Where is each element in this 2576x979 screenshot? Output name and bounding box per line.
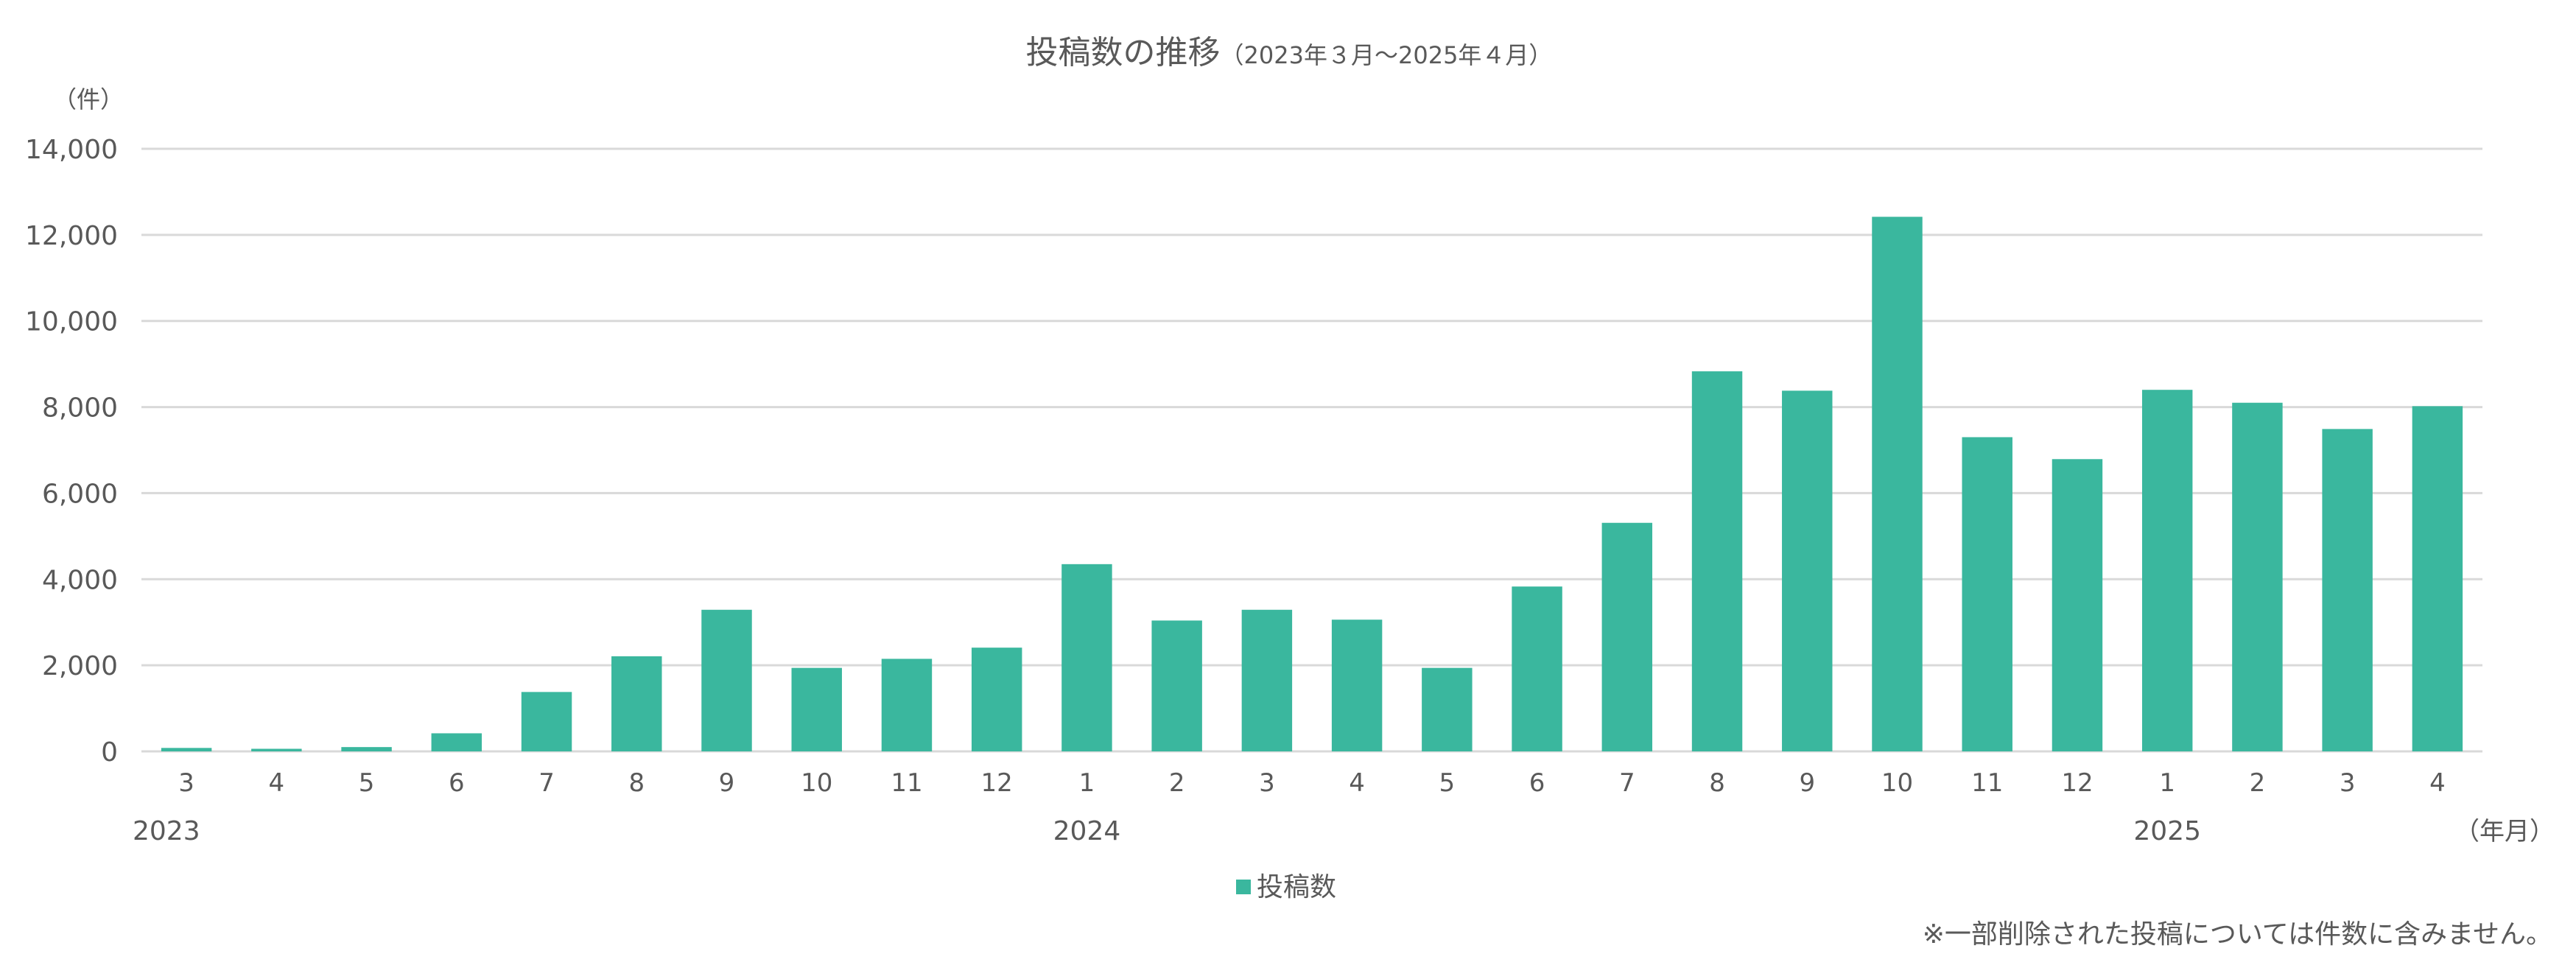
x-tick-label: 4 xyxy=(2429,768,2446,798)
x-tick-label: 6 xyxy=(449,768,465,798)
x-tick-label: 7 xyxy=(1619,768,1635,798)
bar xyxy=(1782,390,1833,751)
x-tick-label: 7 xyxy=(538,768,555,798)
bar xyxy=(431,733,482,751)
bar xyxy=(1512,586,1562,751)
x-tick-label: 3 xyxy=(2340,768,2356,798)
bar xyxy=(1241,609,1293,751)
legend-swatch xyxy=(1236,880,1251,894)
bar xyxy=(341,747,392,751)
x-axis-ticks: 3 4 5 6 7 8 9 10 11 12 1 2 3 4 5 6 7 8 9 10 11 12 1 2 3 4 xyxy=(178,768,2445,798)
bar xyxy=(161,748,212,751)
x-tick-label: 8 xyxy=(628,768,645,798)
bar xyxy=(1422,667,1473,751)
legend-label: 投稿数 xyxy=(1257,872,1336,902)
x-tick-label: 1 xyxy=(1079,768,1095,798)
x-tick-label: 11 xyxy=(1971,768,2003,798)
bar xyxy=(971,648,1022,751)
x-tick-label: 4 xyxy=(269,768,285,798)
bar xyxy=(2412,406,2463,751)
chart-subtitle: （2023年３月～2025年４月） xyxy=(1221,41,1553,69)
y-tick-label: 12,000 xyxy=(25,221,118,251)
bar xyxy=(1872,217,1923,751)
bar xyxy=(1151,620,1202,751)
bar xyxy=(611,656,662,751)
x-tick-label: 12 xyxy=(981,768,1013,798)
year-label: 2024 xyxy=(1053,816,1121,846)
bar xyxy=(2322,429,2373,751)
bar xyxy=(1601,522,1653,751)
bar xyxy=(1962,437,2012,751)
bar xyxy=(701,609,752,751)
bar xyxy=(2052,459,2103,751)
chart-title: 投稿数の推移（2023年３月～2025年４月） xyxy=(1026,34,1553,71)
bar xyxy=(881,659,933,751)
legend: 投稿数 xyxy=(1236,872,1336,902)
y-axis-unit-label: （件） xyxy=(53,85,124,113)
footnote: ※一部削除された投稿については件数に含みません。 xyxy=(1923,919,2552,950)
chart-title-main: 投稿数の推移 xyxy=(1026,34,1221,71)
x-tick-label: 2 xyxy=(2250,768,2266,798)
bars xyxy=(161,217,2463,752)
x-tick-label: 1 xyxy=(2159,768,2175,798)
x-tick-label: 2 xyxy=(1169,768,1185,798)
y-tick-label: 6,000 xyxy=(42,479,118,509)
bar xyxy=(2232,402,2283,751)
x-tick-label: 8 xyxy=(1709,768,1725,798)
y-tick-label: 4,000 xyxy=(42,565,118,595)
bar xyxy=(521,692,572,751)
y-tick-label: 8,000 xyxy=(42,393,118,424)
x-tick-label: 4 xyxy=(1349,768,1365,798)
bar xyxy=(1061,564,1112,751)
y-tick-label: 0 xyxy=(101,737,118,768)
year-label: 2025 xyxy=(2133,816,2201,846)
x-tick-label: 3 xyxy=(178,768,194,798)
y-axis-ticks: 0 2,000 4,000 6,000 8,000 10,000 12,000 14,000 xyxy=(25,135,118,768)
x-tick-label: 12 xyxy=(2061,768,2093,798)
bar xyxy=(791,667,842,751)
x-tick-label: 10 xyxy=(801,768,832,798)
x-tick-label: 9 xyxy=(719,768,735,798)
year-labels: 2023 2024 2025 xyxy=(133,816,2201,846)
bar xyxy=(1331,620,1383,751)
bar xyxy=(251,748,302,751)
x-tick-label: 11 xyxy=(891,768,922,798)
x-tick-label: 6 xyxy=(1529,768,1545,798)
bar xyxy=(1691,371,1743,752)
x-tick-label: 5 xyxy=(1439,768,1456,798)
x-tick-label: 3 xyxy=(1259,768,1275,798)
bar xyxy=(2141,390,2193,751)
year-label: 2023 xyxy=(133,816,200,846)
x-tick-label: 9 xyxy=(1799,768,1815,798)
y-tick-label: 10,000 xyxy=(25,307,118,337)
x-axis-unit-label: （年月） xyxy=(2454,817,2555,846)
x-tick-label: 10 xyxy=(1881,768,1913,798)
y-tick-label: 14,000 xyxy=(25,135,118,165)
gridlines xyxy=(141,147,2482,753)
y-tick-label: 2,000 xyxy=(42,651,118,681)
x-tick-label: 5 xyxy=(359,768,375,798)
